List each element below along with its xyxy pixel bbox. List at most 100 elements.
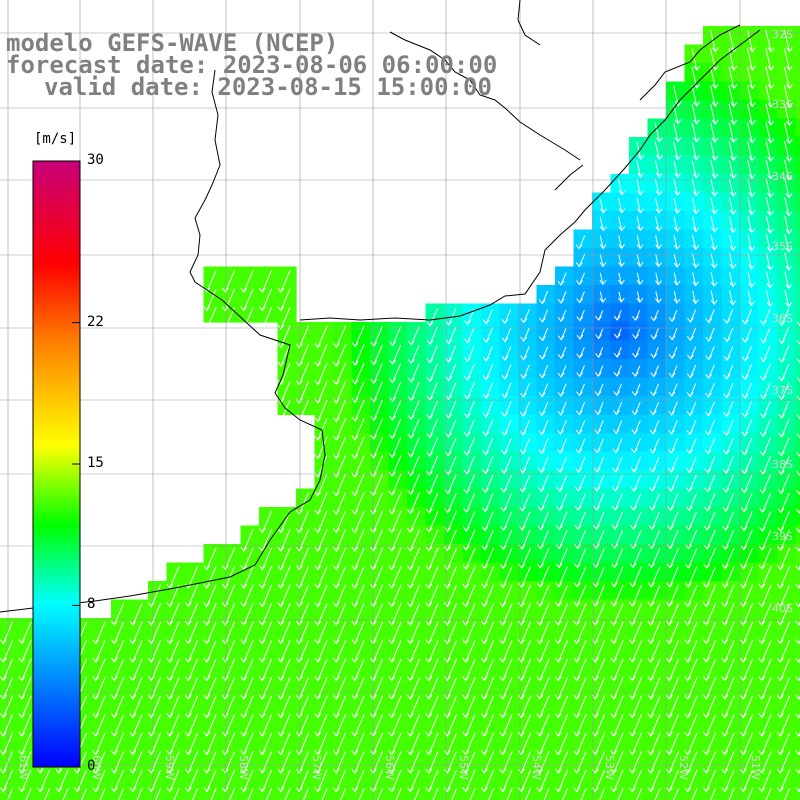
- wind-speed-cell: [795, 433, 800, 453]
- wind-speed-cell: [296, 618, 316, 638]
- wind-arrow: [173, 788, 180, 800]
- wind-arrow: [594, 420, 604, 435]
- wind-speed-cell: [758, 211, 778, 231]
- wind-arrow: [166, 695, 180, 719]
- wind-arrow: [314, 584, 328, 608]
- wind-arrow: [332, 473, 347, 497]
- wind-speed-cell: [111, 710, 131, 730]
- wind-arrow: [499, 732, 513, 756]
- wind-arrow: [778, 419, 790, 438]
- wind-speed-cell: [795, 729, 800, 749]
- wind-arrow: [351, 473, 365, 497]
- wind-arrow: [776, 658, 791, 682]
- wind-arrow: [613, 328, 622, 339]
- wind-speed-cell: [222, 692, 242, 712]
- wind-arrow: [665, 640, 680, 663]
- wind-arrow: [166, 566, 180, 589]
- wind-arrow: [203, 621, 217, 645]
- wind-speed-cell: [758, 692, 778, 712]
- wind-speed-cell: [721, 44, 741, 64]
- wind-arrow: [314, 695, 328, 719]
- wind-speed-cell: [333, 396, 353, 416]
- wind-arrow: [332, 603, 347, 626]
- wind-speed-cell: [666, 81, 686, 101]
- wind-speed-cell: [666, 618, 686, 638]
- wind-arrow: [556, 475, 568, 493]
- wind-arrow: [649, 438, 660, 454]
- wind-arrow: [612, 438, 623, 454]
- wind-arrow: [740, 547, 753, 570]
- wind-arrow: [184, 751, 199, 774]
- wind-arrow: [110, 695, 125, 719]
- wind-arrow: [739, 732, 754, 756]
- wind-speed-cell: [518, 673, 538, 693]
- wind-arrow: [166, 603, 180, 626]
- wind-arrow: [759, 474, 772, 494]
- wind-speed-cell: [203, 618, 223, 638]
- wind-speed-cell: [111, 747, 131, 767]
- wind-arrow: [723, 346, 734, 362]
- wind-speed-cell: [92, 673, 112, 693]
- wind-arrow: [406, 640, 421, 663]
- wind-speed-cell: [684, 137, 704, 157]
- wind-arrow: [610, 640, 624, 663]
- wind-arrow: [110, 621, 125, 645]
- wind-arrow: [501, 401, 512, 418]
- wind-arrow: [628, 714, 643, 737]
- wind-arrow: [612, 456, 623, 473]
- wind-arrow: [538, 420, 549, 436]
- wind-speed-cell: [666, 174, 686, 194]
- wind-arrow: [388, 658, 402, 682]
- wind-speed-cell: [111, 655, 131, 675]
- wind-speed-cell: [277, 322, 297, 342]
- wind-arrow: [747, 141, 756, 162]
- wind-arrow: [636, 216, 644, 232]
- wind-arrow: [758, 714, 772, 737]
- wind-speed-cell: [592, 618, 612, 638]
- wind-arrow: [783, 48, 793, 71]
- wind-arrow: [686, 438, 697, 455]
- wind-arrow: [481, 566, 495, 589]
- wind-speed-cell: [795, 507, 800, 527]
- wind-speed-cell: [481, 599, 501, 619]
- wind-arrow: [739, 640, 754, 663]
- wind-arrow: [277, 270, 291, 293]
- wind-speed-cell: [758, 229, 778, 249]
- wind-speed-cell: [388, 655, 408, 675]
- wind-arrow: [636, 254, 644, 268]
- wind-arrow: [784, 215, 793, 235]
- wind-speed-cell: [795, 229, 800, 249]
- wind-arrow: [721, 621, 735, 645]
- wind-arrow: [580, 788, 587, 800]
- wind-arrow: [557, 291, 567, 304]
- wind-arrow: [462, 547, 476, 570]
- wind-speed-cell: [721, 174, 741, 194]
- wind-speed-cell: [555, 784, 575, 800]
- wind-arrow: [613, 310, 622, 321]
- wind-speed-cell: [629, 266, 649, 286]
- title-valid-date: valid date: 2023-08-15 15:00:00: [44, 73, 492, 101]
- wind-speed-cell: [388, 433, 408, 453]
- wind-arrow: [784, 197, 793, 217]
- wind-speed-cell: [351, 433, 371, 453]
- wind-speed-cell: [0, 636, 20, 656]
- wind-arrow: [599, 272, 607, 286]
- wind-arrow: [741, 382, 753, 400]
- wind-speed-cell: [795, 747, 800, 767]
- wind-speed-cell: [740, 692, 760, 712]
- wind-arrow: [536, 584, 550, 608]
- wind-speed-cell: [277, 359, 297, 379]
- wind-arrow: [482, 327, 494, 344]
- wind-speed-cell: [777, 544, 797, 564]
- wind-arrow: [426, 326, 438, 346]
- wind-arrow: [796, 321, 800, 327]
- wind-arrow: [554, 677, 569, 700]
- wind-speed-cell: [333, 507, 353, 527]
- wind-arrow: [277, 381, 291, 404]
- wind-arrow: [759, 437, 771, 457]
- wind-arrow: [258, 529, 273, 552]
- wind-speed-cell: [222, 599, 242, 619]
- wind-arrow: [406, 751, 421, 774]
- wind-speed-cell: [703, 137, 723, 157]
- wind-arrow: [702, 603, 717, 626]
